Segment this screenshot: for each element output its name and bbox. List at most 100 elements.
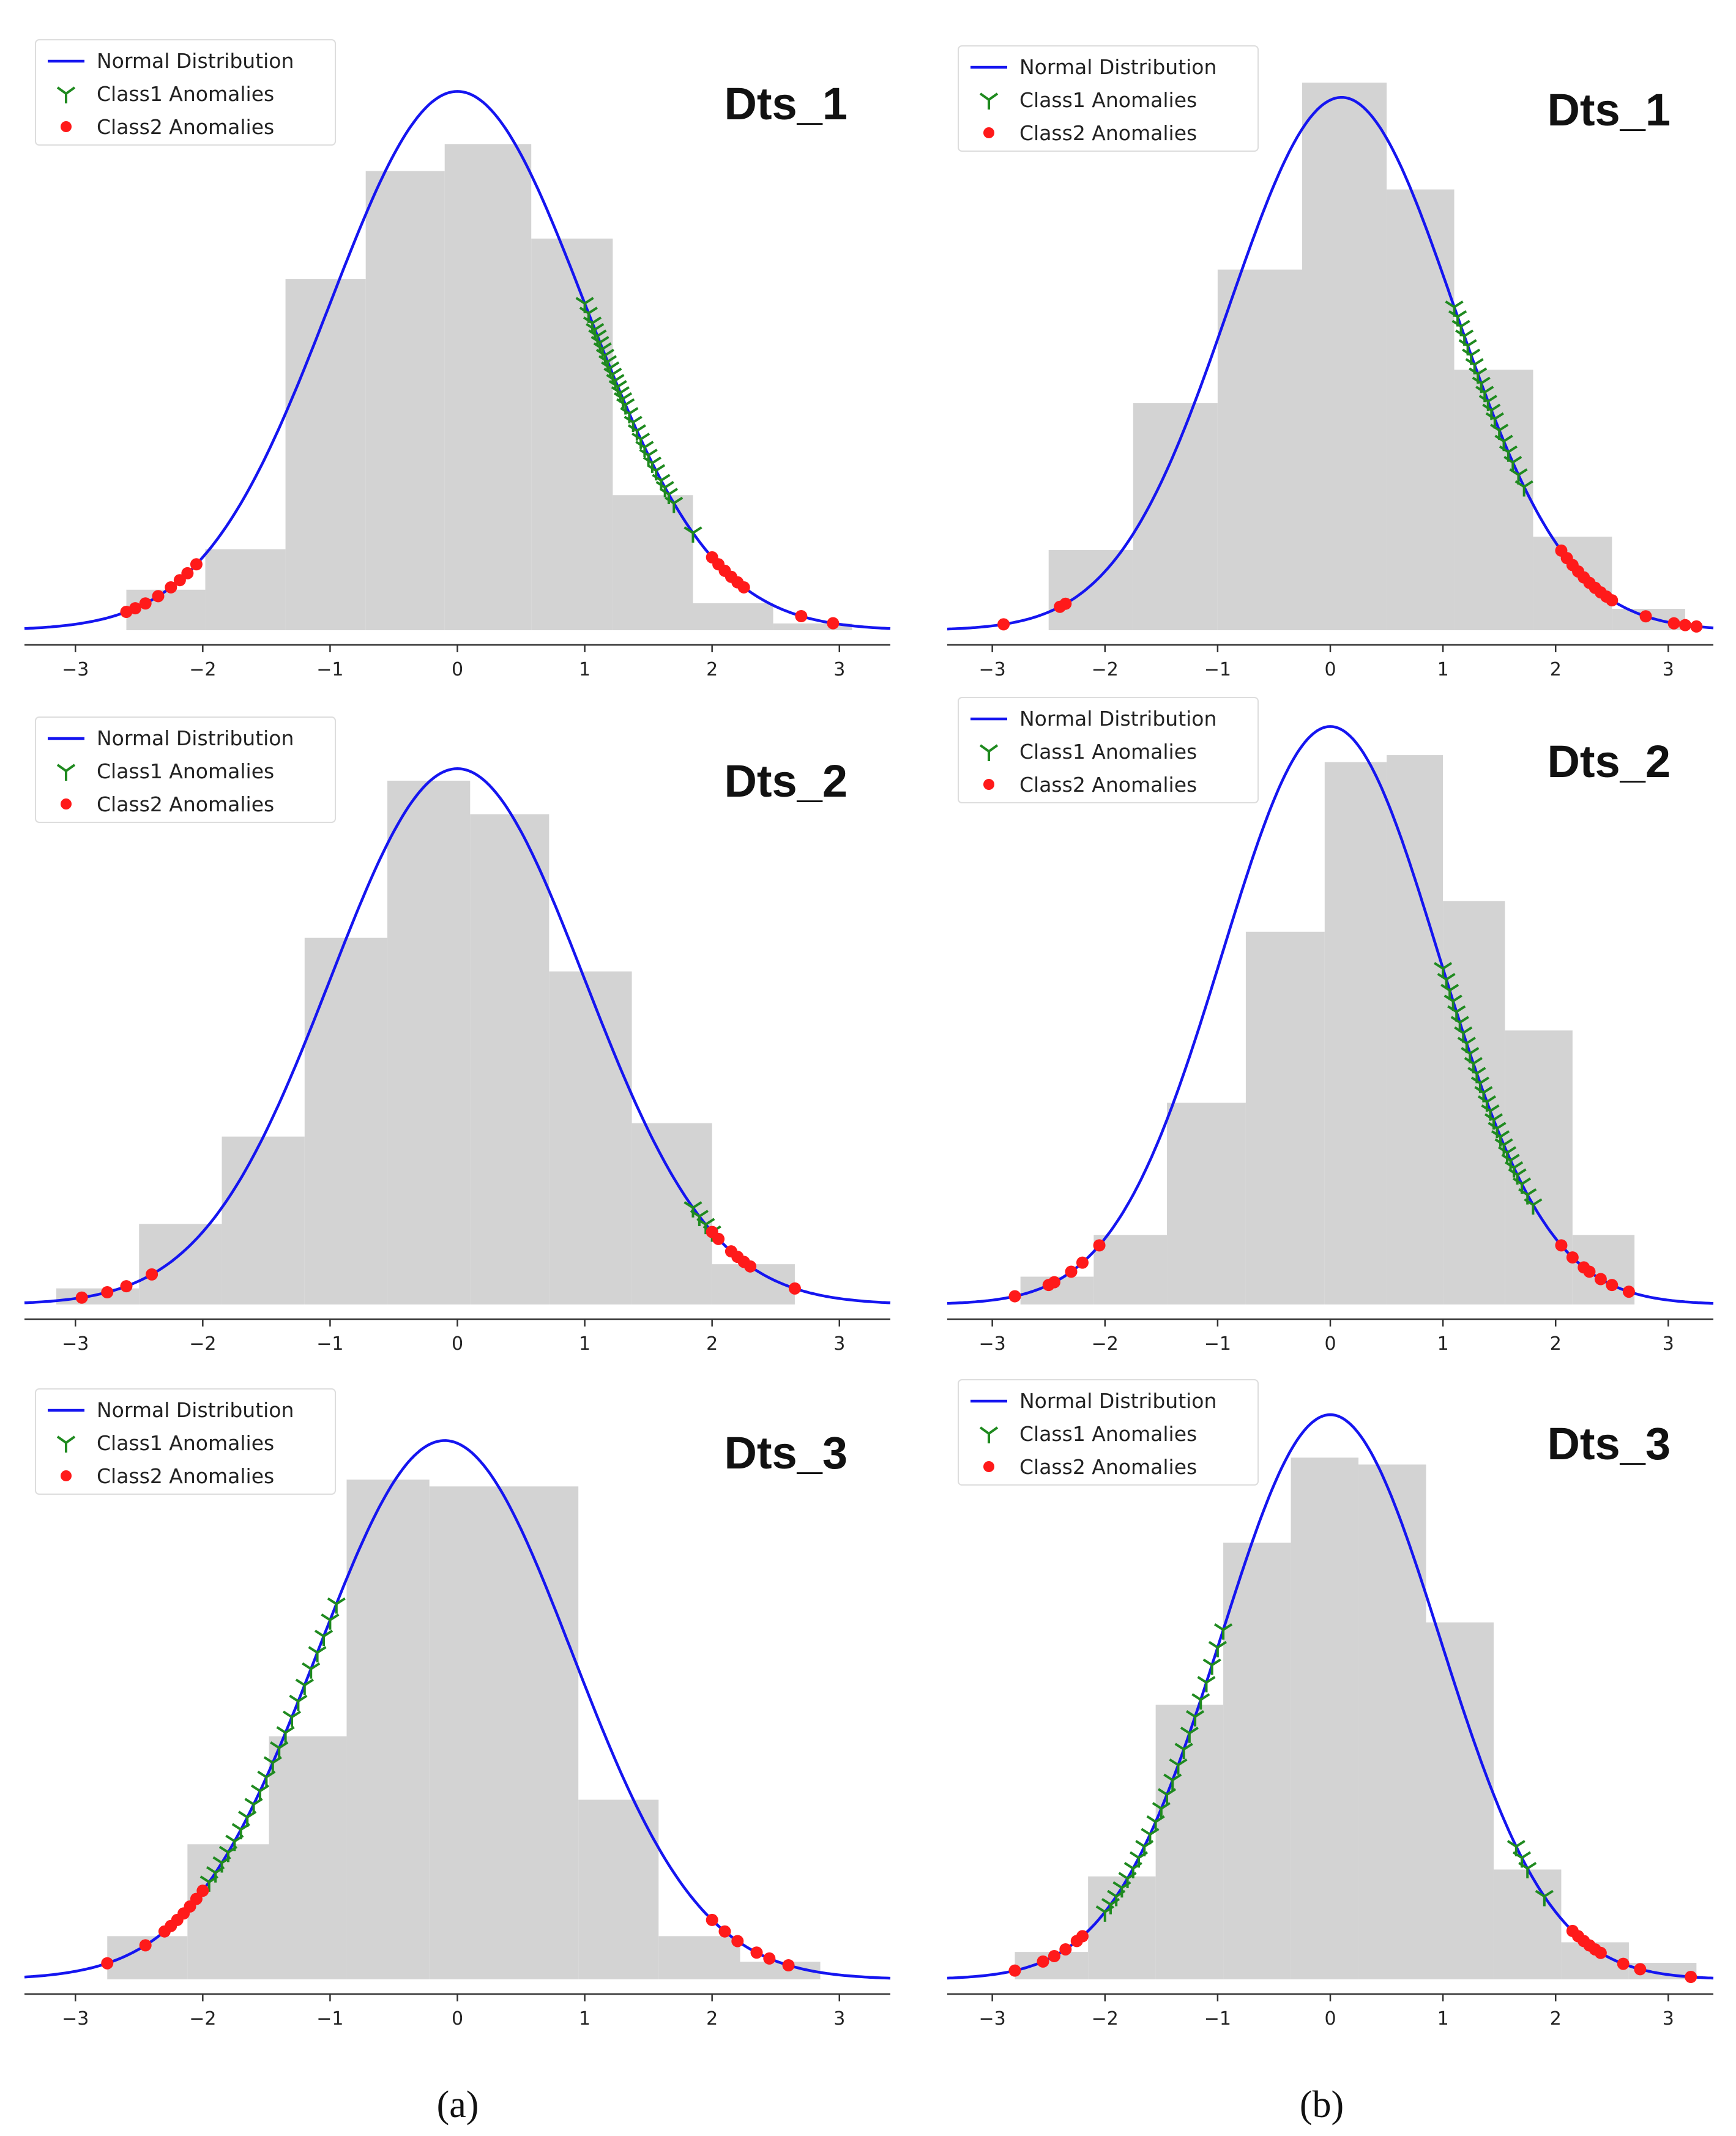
class2-anomaly-marker <box>139 1939 152 1952</box>
x-tick-label: 2 <box>1550 1333 1562 1355</box>
x-tick-label: −1 <box>316 2008 343 2030</box>
x-tick-label: 2 <box>706 2008 718 2030</box>
class2-anomaly-marker <box>190 558 203 571</box>
legend-box <box>958 697 1259 803</box>
class2-anomaly-marker <box>827 617 840 630</box>
legend: Normal Distribution Class1 Anomalies Class… <box>35 1388 336 1495</box>
class1-anomaly-marker <box>1518 1862 1537 1878</box>
legend-class1-marker <box>979 1426 999 1443</box>
x-tick-label: 3 <box>1663 2008 1674 2030</box>
class1-anomaly-marker <box>616 398 635 415</box>
class1-anomaly-marker <box>1208 1640 1227 1658</box>
legend-class1-label: Class1 Anomalies <box>1019 88 1197 112</box>
class1-anomaly-marker <box>257 1770 276 1787</box>
class2-anomaly-marker <box>1566 1251 1579 1264</box>
class2-anomaly-marker <box>1555 1239 1568 1252</box>
x-tick-label: 3 <box>833 659 845 680</box>
chart-panel-b-dts_3: −3 −2 −1 0 1 2 3 Dts_3 Normal Distribution Class1… <box>947 1379 1714 2030</box>
x-tick-label: −2 <box>1092 2008 1119 2030</box>
class1-anomaly-marker <box>314 1629 333 1647</box>
x-tick-label: 1 <box>579 2008 590 2030</box>
class1-anomaly-marker <box>263 1756 282 1773</box>
class2-anomaly-marker <box>75 1291 88 1304</box>
class1-anomaly-marker <box>308 1646 327 1662</box>
class1-anomaly-marker <box>1112 1881 1131 1898</box>
class2-anomaly-marker <box>1037 1955 1049 1968</box>
legend-normal-label: Normal Distribution <box>97 1398 294 1422</box>
class1-anomaly-marker <box>1169 1758 1188 1775</box>
x-tick-label: −3 <box>62 659 89 680</box>
legend-box <box>958 1379 1259 1486</box>
class2-anomaly-marker <box>788 1282 801 1295</box>
class2-anomaly-marker <box>181 567 194 579</box>
class1-anomaly-marker <box>1202 1658 1221 1675</box>
class1-anomaly-marker <box>1157 1788 1177 1805</box>
class1-anomaly-marker <box>1146 1815 1165 1832</box>
x-tick-label: 0 <box>1324 659 1336 680</box>
legend-class1-label: Class1 Anomalies <box>1019 1422 1197 1446</box>
histogram-bar <box>531 238 613 630</box>
class1-anomaly-marker <box>282 1710 302 1727</box>
x-tick-label: 0 <box>452 659 463 680</box>
x-tick-label: −2 <box>189 1333 216 1355</box>
legend-class2-label: Class2 Anomalies <box>1019 773 1197 797</box>
legend-class2-marker <box>983 127 994 138</box>
class1-anomaly-marker <box>1484 1113 1503 1130</box>
class2-anomaly-marker <box>1634 1963 1647 1976</box>
legend: Normal Distribution Class1 Anomalies Class… <box>958 697 1259 803</box>
legend: Normal Distribution Class1 Anomalies Class… <box>35 716 336 823</box>
histogram-bar <box>1048 550 1133 630</box>
histogram-bar <box>222 1136 305 1304</box>
chart-panel-b-dts_1: −3 −2 −1 0 1 2 3 Dts_1 Normal Distribution Class1… <box>947 45 1714 680</box>
x-tick-label: −3 <box>979 1333 1006 1355</box>
class2-anomaly-marker <box>1622 1286 1635 1298</box>
class1-anomaly-marker <box>1197 1676 1216 1692</box>
class1-anomaly-marker <box>1123 1862 1142 1878</box>
class2-anomaly-marker <box>152 590 165 603</box>
x-tick-label: 1 <box>579 1333 590 1355</box>
class1-anomaly-marker <box>1101 1897 1120 1915</box>
histogram-bar <box>285 279 366 631</box>
class2-anomaly-marker <box>165 581 177 594</box>
x-tick-label: −1 <box>1204 1333 1231 1355</box>
panels: −3 −2 −1 0 1 2 3 Dts_1 Normal Distribution Class1… <box>24 39 1714 2030</box>
histogram-bar <box>387 780 471 1304</box>
histogram-bar <box>205 549 286 630</box>
histogram-bar <box>631 1123 712 1304</box>
legend-class2-label: Class2 Anomalies <box>97 792 274 816</box>
class1-anomaly-marker <box>327 1597 346 1614</box>
chart-panel-a-dts_2: −3 −2 −1 0 1 2 3 Dts_2 Normal Distribution Class1… <box>24 716 891 1355</box>
legend: Normal Distribution Class1 Anomalies Class… <box>35 39 336 146</box>
histogram-bar <box>1358 1464 1426 1979</box>
histogram-bar <box>1426 1622 1494 1979</box>
class1-anomaly-marker <box>1141 1828 1160 1845</box>
class2-anomaly-marker <box>1606 594 1619 607</box>
histogram-bar <box>346 1479 430 1979</box>
class2-anomaly-marker <box>139 597 152 610</box>
class2-anomaly-marker <box>196 1885 209 1897</box>
legend: Normal Distribution Class1 Anomalies Class… <box>958 45 1259 152</box>
legend-class2-marker <box>983 779 994 790</box>
x-tick-label: 2 <box>1550 2008 1562 2030</box>
x-tick-label: 1 <box>579 659 590 680</box>
legend-class1-marker <box>56 86 76 103</box>
x-tick-label: 2 <box>706 659 718 680</box>
legend-class2-marker <box>61 798 72 809</box>
class2-anomaly-marker <box>731 1935 744 1948</box>
class2-anomaly-marker <box>1678 619 1691 631</box>
x-tick-label: 2 <box>1550 659 1562 680</box>
chart-panel-a-dts_1: −3 −2 −1 0 1 2 3 Dts_1 Normal Distribution Class1… <box>24 39 891 680</box>
x-tick-label: −3 <box>979 659 1006 680</box>
x-tick-label: −2 <box>189 2008 216 2030</box>
chart-panel-a-dts_3: −3 −2 −1 0 1 2 3 Dts_3 Normal Distribution Class1… <box>24 1388 891 2030</box>
class2-anomaly-marker <box>1048 1276 1060 1289</box>
x-tick-label: 1 <box>1437 2008 1449 2030</box>
class2-anomaly-marker <box>782 1959 795 1971</box>
class2-anomaly-marker <box>795 609 808 622</box>
histogram-bar <box>139 1224 222 1304</box>
class2-anomaly-marker <box>146 1268 158 1281</box>
class1-anomaly-marker <box>1481 1104 1500 1121</box>
class1-anomaly-marker <box>1185 1710 1205 1727</box>
class1-anomaly-marker <box>1482 403 1501 420</box>
